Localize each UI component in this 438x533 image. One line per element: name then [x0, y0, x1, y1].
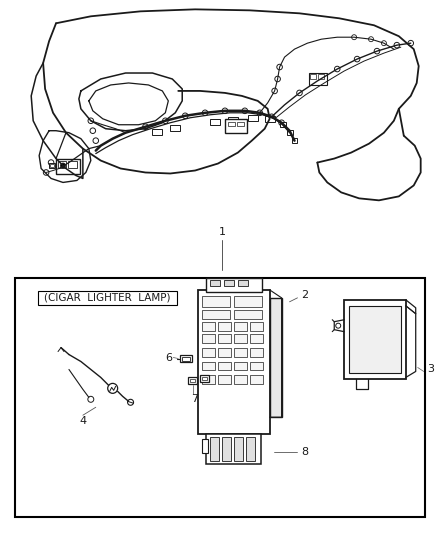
Bar: [202, 348, 215, 357]
Bar: [170, 125, 180, 131]
Bar: [202, 361, 215, 370]
Bar: [234, 322, 247, 330]
Bar: [248, 115, 258, 121]
Bar: [68, 160, 77, 167]
Bar: [210, 437, 219, 461]
Bar: [198, 290, 270, 434]
Bar: [234, 296, 262, 307]
Bar: [228, 122, 235, 126]
Bar: [228, 117, 238, 123]
Bar: [234, 437, 243, 461]
Bar: [270, 298, 282, 417]
Bar: [49, 163, 55, 167]
Bar: [15, 278, 425, 516]
Bar: [56, 158, 80, 174]
Bar: [50, 164, 54, 166]
Bar: [349, 306, 401, 374]
Text: 8: 8: [301, 447, 309, 457]
Bar: [218, 334, 231, 343]
Circle shape: [60, 163, 65, 168]
Bar: [234, 375, 247, 384]
Bar: [188, 377, 197, 384]
Bar: [246, 437, 255, 461]
Text: 7: 7: [191, 394, 199, 405]
Bar: [250, 334, 263, 343]
Bar: [218, 348, 231, 357]
Bar: [279, 122, 286, 127]
Bar: [218, 322, 231, 330]
Bar: [286, 130, 293, 135]
Bar: [250, 322, 263, 330]
Bar: [210, 280, 220, 286]
Bar: [250, 375, 263, 384]
Bar: [58, 160, 66, 167]
Bar: [234, 310, 262, 319]
Bar: [225, 119, 247, 133]
Bar: [202, 296, 230, 307]
Bar: [210, 119, 220, 125]
Bar: [206, 434, 261, 464]
Text: 6: 6: [165, 352, 172, 362]
Bar: [234, 334, 247, 343]
Bar: [202, 439, 208, 453]
Bar: [218, 375, 231, 384]
Text: (CIGAR  LIGHTER  LAMP): (CIGAR LIGHTER LAMP): [44, 293, 171, 303]
Bar: [311, 74, 316, 79]
Bar: [152, 129, 162, 135]
Bar: [250, 361, 263, 370]
Bar: [250, 348, 263, 357]
Bar: [218, 361, 231, 370]
Bar: [202, 375, 215, 384]
Bar: [202, 377, 207, 381]
Bar: [182, 357, 190, 360]
Bar: [206, 278, 262, 292]
Bar: [344, 300, 406, 379]
Bar: [318, 74, 324, 79]
Bar: [292, 138, 297, 143]
Bar: [309, 73, 327, 85]
Bar: [238, 280, 248, 286]
Bar: [202, 334, 215, 343]
Bar: [202, 322, 215, 330]
Bar: [202, 310, 230, 319]
Bar: [38, 291, 177, 305]
Text: 2: 2: [301, 290, 309, 300]
Text: 3: 3: [427, 365, 434, 375]
Text: 4: 4: [79, 416, 86, 426]
Bar: [200, 375, 209, 382]
Bar: [265, 116, 275, 122]
Bar: [190, 379, 195, 382]
Bar: [180, 354, 192, 362]
Bar: [224, 280, 234, 286]
Bar: [234, 361, 247, 370]
Bar: [237, 122, 244, 126]
Bar: [222, 437, 231, 461]
Bar: [234, 348, 247, 357]
Text: 1: 1: [219, 227, 226, 237]
